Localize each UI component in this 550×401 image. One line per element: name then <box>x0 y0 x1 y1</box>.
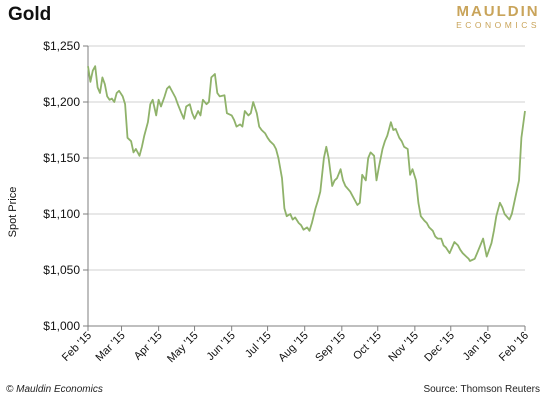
y-tick-label: $1,100 <box>43 207 80 221</box>
x-tick-label: May '15 <box>165 330 200 365</box>
x-tick-label: Oct '15 <box>351 330 384 363</box>
x-tick-label: Nov '15 <box>386 330 421 365</box>
x-tick-label: Feb '16 <box>497 330 531 364</box>
gold-price-series-line <box>87 65 526 262</box>
chart-title: Gold <box>8 4 52 25</box>
y-tick-label: $1,200 <box>43 95 80 109</box>
logo-line-1: MAULDIN <box>456 3 540 20</box>
x-tick-label: Mar '15 <box>93 330 127 364</box>
x-tick-label: Apr '15 <box>132 330 165 363</box>
x-tick-label: Dec '15 <box>422 330 457 365</box>
copyright-note: © Mauldin Economics <box>6 384 103 395</box>
x-tick-label: Sep '15 <box>313 330 348 365</box>
source-note: Source: Thomson Reuters <box>423 384 540 395</box>
y-tick-label: $1,050 <box>43 263 80 277</box>
x-tick-label: Aug '15 <box>276 330 311 365</box>
y-tick-label: $1,250 <box>43 39 80 53</box>
y-tick-label: $1,150 <box>43 151 80 165</box>
x-tick-label: Jul '15 <box>243 330 274 361</box>
y-axis-label: Spot Price <box>7 187 19 238</box>
logo-line-2: ECONOMICS <box>456 20 540 30</box>
x-tick-label: Jan '16 <box>461 330 494 363</box>
x-tick-label: Feb '15 <box>60 330 94 364</box>
mauldin-economics-logo: MAULDIN ECONOMICS <box>456 3 540 31</box>
x-tick-label: Jun '15 <box>204 330 237 363</box>
y-tick-label: $1,000 <box>43 319 80 333</box>
